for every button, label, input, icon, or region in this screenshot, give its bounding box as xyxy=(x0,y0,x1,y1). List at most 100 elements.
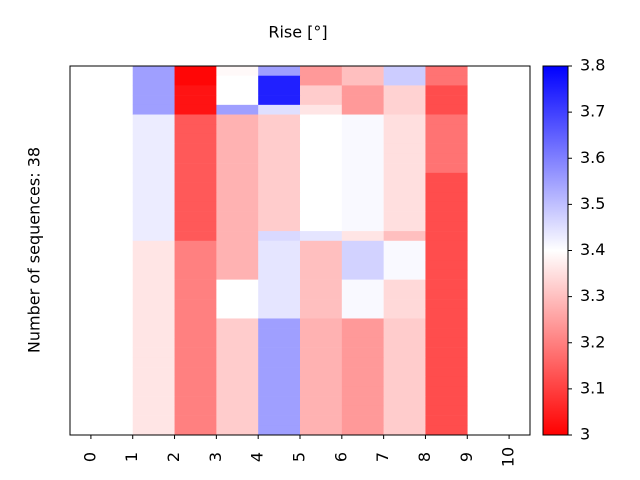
heatmap-cell xyxy=(132,328,175,339)
heatmap-cell xyxy=(258,376,301,387)
heatmap-cell xyxy=(132,386,175,397)
heatmap-cell xyxy=(132,231,175,242)
heatmap-cell xyxy=(258,124,301,135)
heatmap-cell xyxy=(383,299,426,310)
heatmap-cell xyxy=(216,153,259,164)
heatmap-cell xyxy=(174,250,217,261)
heatmap-cell xyxy=(341,85,384,96)
heatmap-cell xyxy=(383,66,426,77)
x-tick-label: 2 xyxy=(164,452,183,462)
heatmap-cell xyxy=(300,201,343,212)
colorbar xyxy=(542,65,569,436)
heatmap-cell xyxy=(258,260,301,271)
heatmap-cell xyxy=(425,269,468,280)
heatmap-cell xyxy=(132,182,175,193)
heatmap-cell xyxy=(216,231,259,242)
heatmap-cell xyxy=(341,104,384,115)
heatmap-cell xyxy=(216,124,259,135)
heatmap-cell xyxy=(300,66,343,77)
heatmap-cell xyxy=(258,269,301,280)
heatmap-cell xyxy=(132,279,175,290)
heatmap-cell xyxy=(174,269,217,280)
heatmap-cell xyxy=(174,182,217,193)
x-tick-label: 3 xyxy=(206,452,225,462)
heatmap-cell xyxy=(216,357,259,368)
heatmap-cell xyxy=(258,289,301,300)
heatmap-cell xyxy=(258,221,301,232)
heatmap-cell xyxy=(216,172,259,183)
heatmap-cell xyxy=(341,405,384,416)
heatmap-cell xyxy=(383,143,426,154)
heatmap-cell xyxy=(341,66,384,77)
x-tick-label: 10 xyxy=(499,447,518,467)
heatmap-cell xyxy=(425,231,468,242)
heatmap-cell xyxy=(425,124,468,135)
heatmap-cell xyxy=(258,337,301,348)
heatmap-cell xyxy=(341,163,384,174)
heatmap-cell xyxy=(258,192,301,203)
heatmap-cell xyxy=(383,85,426,96)
heatmap-cell xyxy=(258,104,301,115)
x-tick-label: 0 xyxy=(80,452,99,462)
heatmap-cell xyxy=(132,163,175,174)
heatmap-cell xyxy=(300,386,343,397)
heatmap-cell xyxy=(425,260,468,271)
heatmap-cell xyxy=(174,240,217,251)
heatmap-cell xyxy=(132,133,175,144)
heatmap-cell xyxy=(132,425,175,436)
colorbar-tick-label: 3.8 xyxy=(580,56,605,75)
heatmap-cell xyxy=(132,260,175,271)
heatmap-cell xyxy=(383,337,426,348)
heatmap-cell xyxy=(300,396,343,407)
y-axis-label: Number of sequences: 38 xyxy=(25,147,44,353)
heatmap-cell xyxy=(216,299,259,310)
heatmap-cell xyxy=(132,240,175,251)
heatmap-cell xyxy=(425,347,468,358)
heatmap-cell xyxy=(132,124,175,135)
heatmap-cell xyxy=(258,347,301,358)
heatmap-cell xyxy=(132,75,175,86)
heatmap-cell xyxy=(300,425,343,436)
heatmap-cell xyxy=(258,211,301,222)
heatmap-cell xyxy=(341,260,384,271)
heatmap-cell xyxy=(425,318,468,329)
heatmap-cell xyxy=(341,172,384,183)
heatmap-cell xyxy=(341,250,384,261)
heatmap-cell xyxy=(216,347,259,358)
heatmap-cell xyxy=(174,386,217,397)
heatmap-cell xyxy=(216,85,259,96)
heatmap-cell xyxy=(300,347,343,358)
heatmap-cell xyxy=(383,357,426,368)
heatmap-cell xyxy=(425,75,468,86)
heatmap-cell xyxy=(174,396,217,407)
heatmap-cell xyxy=(300,231,343,242)
colorbar-tick-label: 3.7 xyxy=(580,102,605,121)
heatmap-cell xyxy=(300,143,343,154)
x-tick-label: 4 xyxy=(248,452,267,462)
heatmap-cell xyxy=(216,211,259,222)
colorbar-tick-label: 3.1 xyxy=(580,378,605,397)
heatmap-cell xyxy=(425,172,468,183)
heatmap-cell xyxy=(341,396,384,407)
heatmap-cell xyxy=(425,376,468,387)
heatmap-cell xyxy=(341,279,384,290)
heatmap-cell xyxy=(300,221,343,232)
heatmap-cell xyxy=(300,192,343,203)
heatmap-cell xyxy=(300,182,343,193)
heatmap-cell xyxy=(383,201,426,212)
heatmap-cell xyxy=(383,367,426,378)
heatmap-cell xyxy=(425,95,468,106)
colorbar-tick-label: 3.3 xyxy=(580,286,605,305)
heatmap-cell xyxy=(383,153,426,164)
heatmap-cell xyxy=(341,299,384,310)
heatmap-cell xyxy=(216,104,259,115)
heatmap-cell xyxy=(383,192,426,203)
heatmap-cell xyxy=(258,386,301,397)
heatmap-cell xyxy=(383,231,426,242)
heatmap-cell xyxy=(300,415,343,426)
heatmap-cell xyxy=(425,386,468,397)
heatmap-cell xyxy=(425,153,468,164)
heatmap-cell xyxy=(216,405,259,416)
heatmap-cell xyxy=(300,318,343,329)
heatmap-cell xyxy=(174,318,217,329)
